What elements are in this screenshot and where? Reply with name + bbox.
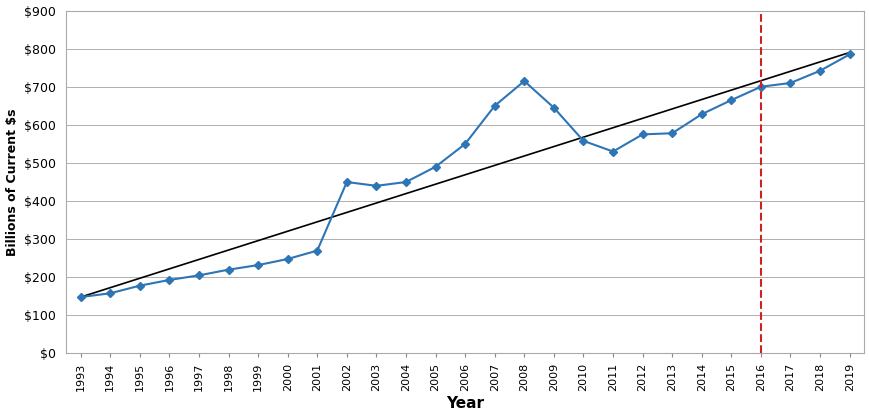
Y-axis label: Billions of Current $s: Billions of Current $s: [5, 108, 18, 256]
X-axis label: Year: Year: [446, 397, 483, 412]
